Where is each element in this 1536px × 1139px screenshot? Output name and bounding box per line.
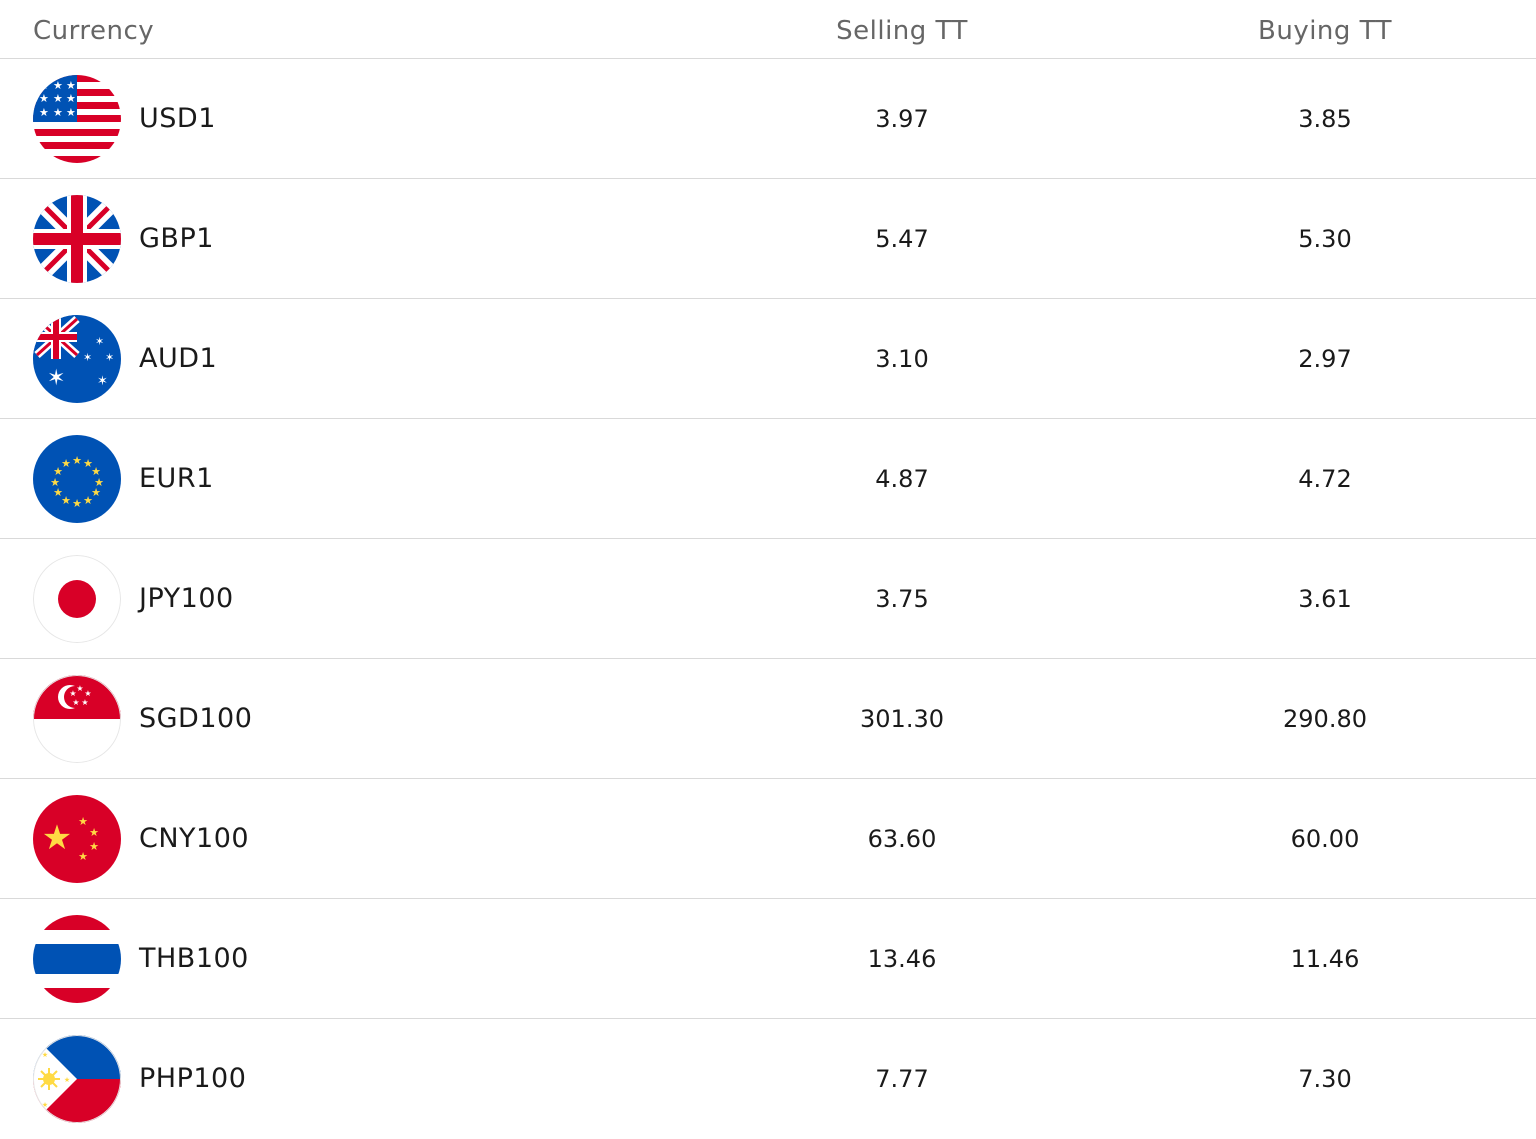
currency-code: PHP100 (139, 1063, 247, 1094)
svg-text:★: ★ (89, 840, 99, 853)
svg-text:★: ★ (61, 457, 71, 470)
selling-rate: 4.87 (875, 465, 929, 493)
buying-rate: 3.61 (1298, 585, 1352, 613)
currency-code: CNY100 (139, 823, 250, 854)
svg-text:★: ★ (72, 454, 82, 467)
svg-text:★: ★ (50, 476, 60, 489)
svg-text:✶: ✶ (97, 374, 108, 389)
svg-text:★: ★ (53, 79, 63, 92)
uk-flag-icon (33, 195, 121, 283)
svg-text:★: ★ (72, 698, 79, 707)
svg-text:★: ★ (61, 494, 71, 507)
svg-text:★: ★ (91, 465, 101, 478)
header-selling-tt: Selling TT (836, 16, 968, 46)
svg-text:★: ★ (39, 106, 49, 119)
svg-text:★: ★ (76, 684, 83, 693)
table-row-eur: ★ ★ ★ ★ ★ ★ ★ ★ ★ ★ ★ ★ EUR1 4.87 4.72 (0, 419, 1536, 539)
selling-rate: 3.75 (875, 585, 929, 613)
svg-text:★: ★ (94, 476, 104, 489)
buying-rate: 2.97 (1298, 345, 1352, 373)
svg-text:★: ★ (78, 850, 88, 863)
selling-rate: 63.60 (867, 825, 937, 853)
header-buying-tt: Buying TT (1258, 16, 1392, 46)
svg-text:✶: ✶ (83, 351, 92, 364)
eu-flag-icon: ★ ★ ★ ★ ★ ★ ★ ★ ★ ★ ★ ★ (33, 435, 121, 523)
svg-text:✶: ✶ (47, 366, 65, 391)
svg-text:✶: ✶ (105, 351, 114, 364)
svg-text:✶: ✶ (95, 335, 104, 348)
currency-code: EUR1 (139, 463, 214, 494)
selling-rate: 301.30 (860, 705, 944, 733)
svg-text:★: ★ (53, 92, 63, 105)
buying-rate: 290.80 (1283, 705, 1367, 733)
buying-rate: 60.00 (1290, 825, 1360, 853)
selling-rate: 5.47 (875, 225, 929, 253)
japan-flag-icon (33, 555, 121, 643)
svg-text:★: ★ (78, 815, 88, 828)
currency-code: USD1 (139, 103, 216, 134)
currency-code: GBP1 (139, 223, 214, 254)
svg-text:★: ★ (53, 106, 63, 119)
svg-text:★: ★ (53, 486, 63, 499)
table-row-thb: THB100 13.46 11.46 (0, 899, 1536, 1019)
selling-rate: 13.46 (867, 945, 937, 973)
svg-text:★: ★ (66, 79, 76, 92)
svg-text:★: ★ (83, 494, 93, 507)
svg-text:★: ★ (69, 689, 76, 698)
currency-code: SGD100 (139, 703, 253, 734)
table-row-usd: ★ ★ ★ ★ ★ ★ ★ ★ ★ USD1 3.97 3.85 (0, 59, 1536, 179)
buying-rate: 11.46 (1290, 945, 1360, 973)
svg-text:★: ★ (66, 106, 76, 119)
australia-flag-icon: ✶ ✶ ✶ ✶ ✶ (33, 315, 121, 403)
table-row-gbp: GBP1 5.47 5.30 (0, 179, 1536, 299)
svg-text:★: ★ (42, 818, 72, 858)
singapore-flag-icon: ★ ★ ★ ★ ★ (33, 675, 121, 763)
thailand-flag-icon (33, 915, 121, 1003)
svg-text:★: ★ (83, 457, 93, 470)
svg-text:★: ★ (39, 92, 49, 105)
table-row-php: ★ ★ ★ PHP100 7.77 7.30 (0, 1019, 1536, 1139)
philippines-flag-icon: ★ ★ ★ (33, 1035, 121, 1123)
table-row-jpy: JPY100 3.75 3.61 (0, 539, 1536, 659)
svg-text:★: ★ (42, 1101, 48, 1109)
table-row-sgd: ★ ★ ★ ★ ★ SGD100 301.30 290.80 (0, 659, 1536, 779)
selling-rate: 7.77 (875, 1065, 929, 1093)
buying-rate: 7.30 (1298, 1065, 1352, 1093)
currency-code: AUD1 (139, 343, 218, 374)
svg-text:★: ★ (66, 92, 76, 105)
svg-text:★: ★ (91, 486, 101, 499)
svg-text:★: ★ (53, 465, 63, 478)
table-row-aud: ✶ ✶ ✶ ✶ ✶ AUD1 3.10 2.97 (0, 299, 1536, 419)
buying-rate: 4.72 (1298, 465, 1352, 493)
svg-text:★: ★ (42, 1051, 48, 1059)
currency-code: THB100 (139, 943, 249, 974)
svg-text:★: ★ (81, 698, 88, 707)
svg-text:★: ★ (39, 79, 49, 92)
svg-text:★: ★ (89, 826, 99, 839)
header-currency: Currency (33, 16, 155, 46)
buying-rate: 3.85 (1298, 105, 1352, 133)
selling-rate: 3.10 (875, 345, 929, 373)
currency-code: JPY100 (139, 583, 234, 614)
buying-rate: 5.30 (1298, 225, 1352, 253)
selling-rate: 3.97 (875, 105, 929, 133)
table-row-cny: ★ ★ ★ ★ ★ CNY100 63.60 60.00 (0, 779, 1536, 899)
us-flag-icon: ★ ★ ★ ★ ★ ★ ★ ★ ★ (33, 75, 121, 163)
svg-text:★: ★ (64, 1076, 70, 1084)
svg-text:★: ★ (84, 689, 91, 698)
table-header: Currency Selling TT Buying TT (0, 0, 1536, 59)
china-flag-icon: ★ ★ ★ ★ ★ (33, 795, 121, 883)
svg-text:★: ★ (72, 497, 82, 510)
